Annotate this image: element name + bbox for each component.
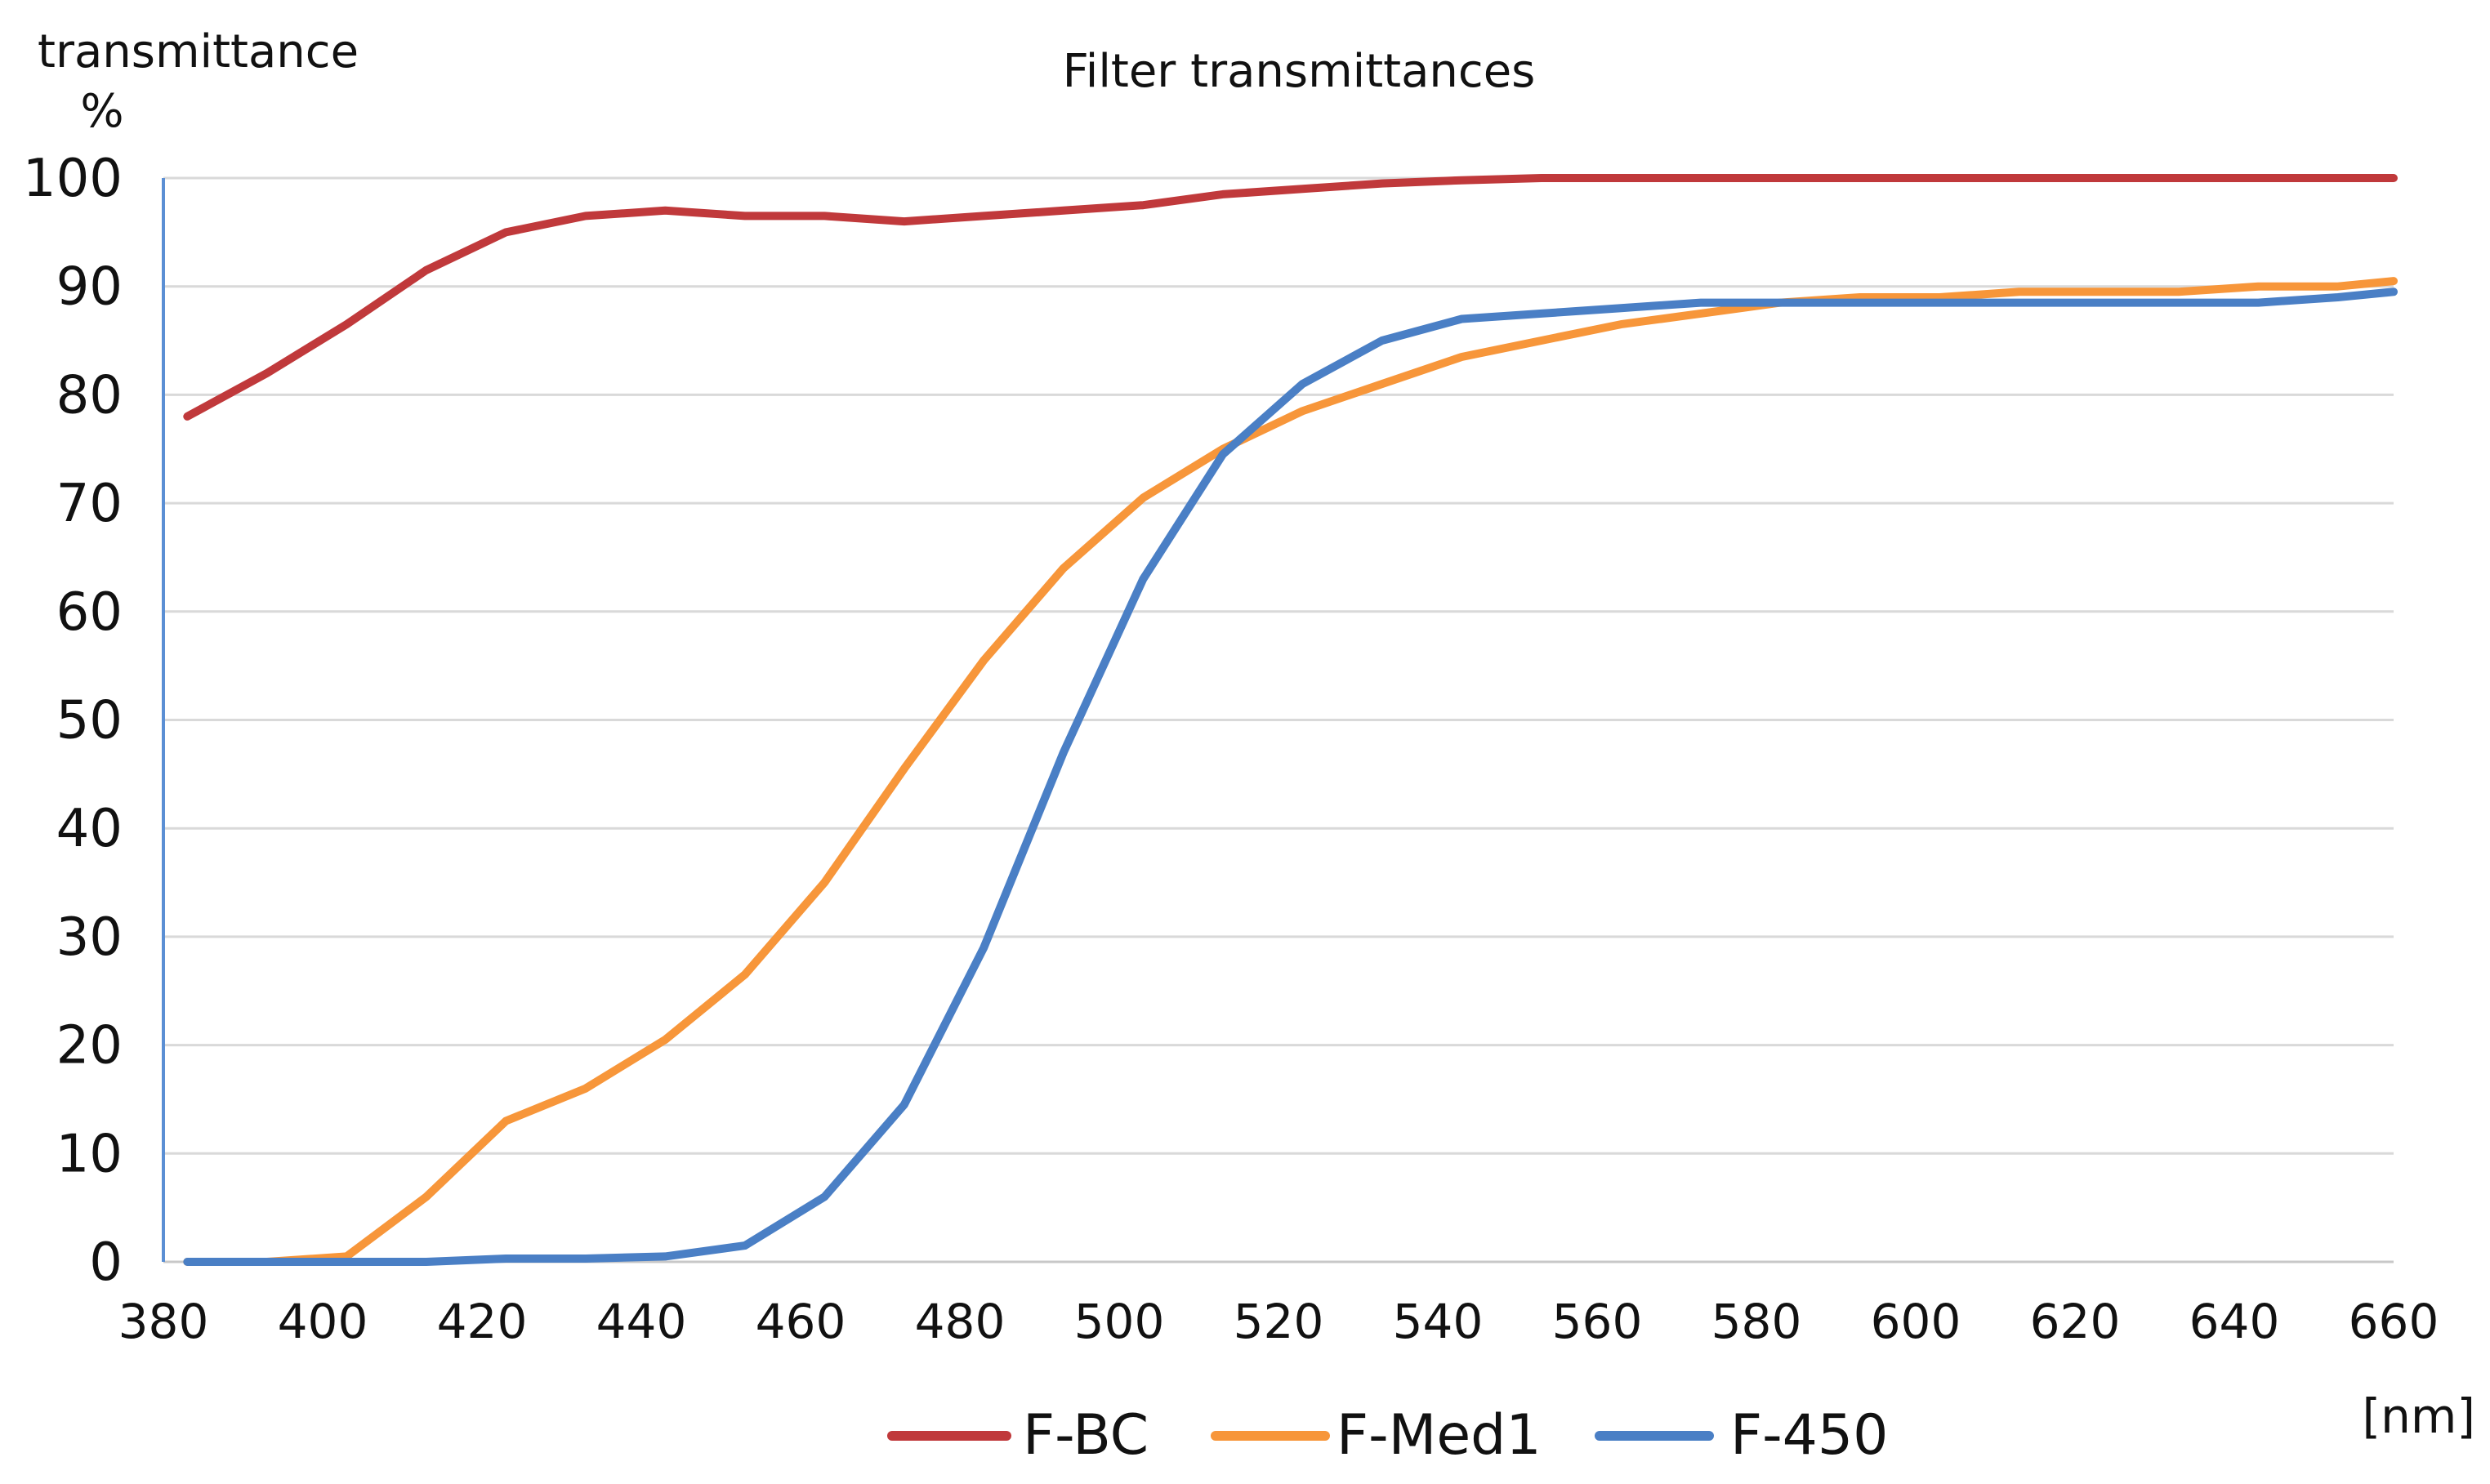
legend-label-f-med1: F-Med1 — [1336, 1403, 1542, 1468]
series-line-f-450 — [183, 287, 2398, 1266]
legend-label-f-bc: F-BC — [1023, 1403, 1149, 1468]
y-tick-label-70: 70 — [56, 474, 123, 534]
x-tick-label-500: 500 — [1074, 1294, 1165, 1349]
legend-item-f-450: F-450 — [1595, 1403, 1888, 1468]
y-axis-unit-label: % — [80, 85, 123, 138]
tick-labels: 0 10 20 30 40 50 60 70 80 90 100 380 400 420 440 460 480… — [23, 149, 2439, 1349]
legend-item-f-bc: F-BC — [887, 1403, 1149, 1468]
y-tick-label-10: 10 — [56, 1124, 123, 1184]
y-tick-label-100: 100 — [23, 149, 123, 209]
series-lines — [183, 174, 2398, 1266]
y-tick-label-50: 50 — [56, 691, 123, 751]
x-tick-label-420: 420 — [437, 1294, 528, 1349]
gridlines — [163, 176, 2394, 1263]
x-tick-label-560: 560 — [1552, 1294, 1643, 1349]
x-tick-label-540: 540 — [1393, 1294, 1484, 1349]
x-tick-label-400: 400 — [278, 1294, 368, 1349]
x-tick-label-620: 620 — [2030, 1294, 2121, 1349]
y-axis-label: transmittance — [38, 25, 359, 78]
y-tick-label-60: 60 — [56, 582, 123, 643]
y-tick-label-80: 80 — [56, 365, 123, 426]
y-tick-label-40: 40 — [56, 799, 123, 859]
x-tick-label-660: 660 — [2349, 1294, 2439, 1349]
legend-label-f-450: F-450 — [1730, 1403, 1888, 1468]
legend: F-BC F-Med1 F-450 — [887, 1403, 1888, 1468]
legend-item-f-med1: F-Med1 — [1211, 1403, 1542, 1468]
x-tick-label-600: 600 — [1871, 1294, 1961, 1349]
series-line-f-med1 — [183, 277, 2398, 1266]
chart-title: Filter transmittances — [1063, 45, 1536, 98]
x-tick-label-520: 520 — [1234, 1294, 1324, 1349]
x-tick-label-480: 480 — [915, 1294, 1006, 1349]
y-tick-label-0: 0 — [89, 1232, 123, 1293]
y-tick-label-90: 90 — [56, 257, 123, 318]
y-tick-label-30: 30 — [56, 907, 123, 968]
series-line-f-bc — [183, 174, 2398, 421]
x-tick-label-380: 380 — [118, 1294, 209, 1349]
y-tick-label-20: 20 — [56, 1016, 123, 1076]
x-tick-label-580: 580 — [1711, 1294, 1802, 1349]
x-tick-label-440: 440 — [596, 1294, 687, 1349]
x-axis-unit-label: [nm] — [2362, 1388, 2475, 1444]
x-tick-label-640: 640 — [2189, 1294, 2280, 1349]
x-tick-label-460: 460 — [756, 1294, 846, 1349]
